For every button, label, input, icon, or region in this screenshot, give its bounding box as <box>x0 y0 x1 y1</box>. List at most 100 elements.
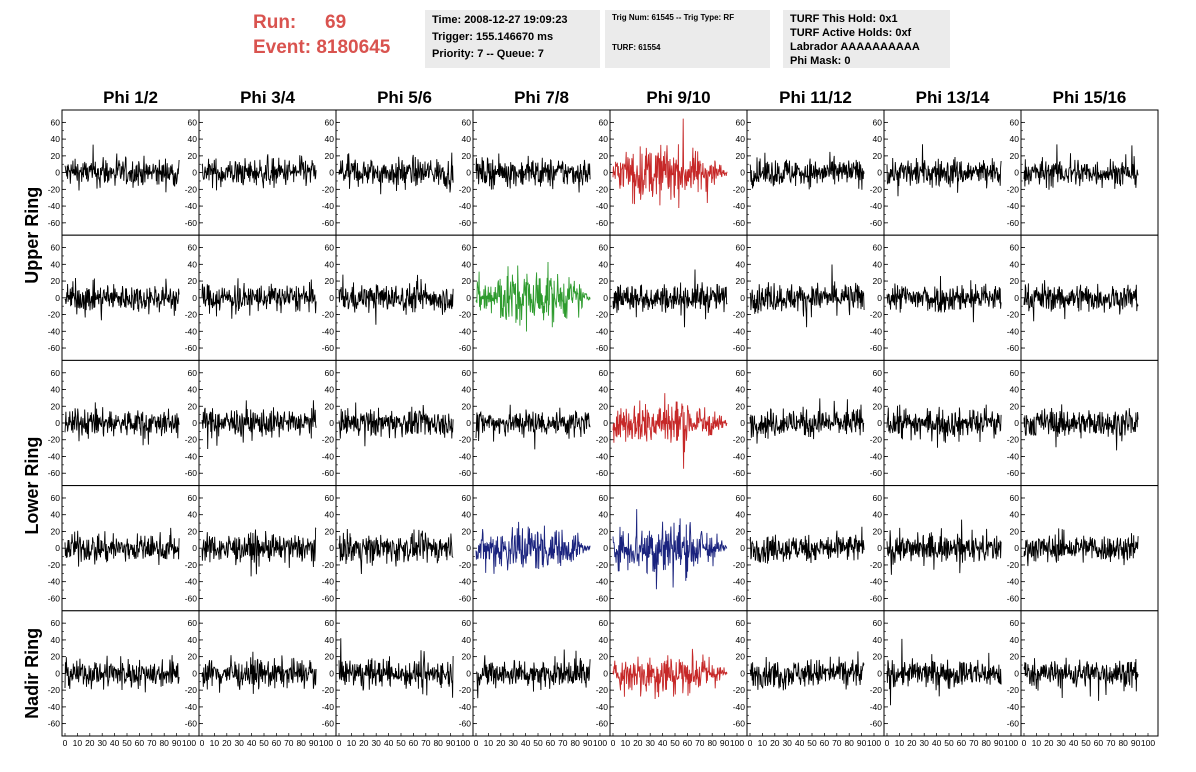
waveform-panel: -60 -40 -20 0 20 40 60 <box>596 610 748 737</box>
y-tick-label: -20 <box>596 184 609 194</box>
x-tick-label: 0 <box>748 738 753 748</box>
waveform-panel: -60 -40 -20 0 20 40 60 <box>870 485 1022 612</box>
waveform-panel: -60 -40 -20 0 20 40 60 <box>1007 109 1159 236</box>
y-tick-label: -20 <box>870 184 883 194</box>
x-tick-label: 20 <box>496 738 506 748</box>
y-tick-label: -20 <box>733 184 746 194</box>
x-tick-label: 90 <box>720 738 730 748</box>
waveform-trace <box>64 655 180 693</box>
y-tick-label: 0 <box>192 168 197 178</box>
y-tick-label: 60 <box>599 368 609 378</box>
y-tick-label: 20 <box>736 276 746 286</box>
x-tick-label: 20 <box>222 738 232 748</box>
y-tick-label: -60 <box>322 468 335 478</box>
x-tick-label: 70 <box>284 738 294 748</box>
x-tick-label: 80 <box>981 738 991 748</box>
y-tick-label: 40 <box>462 635 472 645</box>
row-group-title: Lower Ring <box>22 437 42 535</box>
labrador-text: Labrador AAAAAAAAAA <box>790 41 920 53</box>
run-event-block: Run: 69 Event: 8180645 <box>253 10 390 60</box>
x-tick-label: 60 <box>820 738 830 748</box>
x-tick-label: 70 <box>421 738 431 748</box>
y-tick-label: 0 <box>329 418 334 428</box>
y-tick-label: 60 <box>873 117 883 127</box>
y-tick-label: -20 <box>870 560 883 570</box>
y-tick-label: 0 <box>466 418 471 428</box>
row-group-title: Upper Ring <box>22 187 42 284</box>
waveform-panel: -60 -40 -20 0 20 40 60 <box>596 109 748 236</box>
y-tick-label: 60 <box>1010 117 1020 127</box>
x-tick-label: 40 <box>795 738 805 748</box>
y-tick-label: -40 <box>48 326 61 336</box>
x-tick-label: 100 <box>182 738 196 748</box>
y-tick-label: -60 <box>185 218 198 228</box>
y-tick-label: 40 <box>1010 134 1020 144</box>
y-tick-label: 0 <box>1014 168 1019 178</box>
y-tick-label: 20 <box>736 401 746 411</box>
y-tick-label: -40 <box>48 451 61 461</box>
y-tick-label: 40 <box>736 134 746 144</box>
waveform-trace <box>1023 657 1139 701</box>
y-tick-label: -40 <box>596 577 609 587</box>
x-tick-label: 0 <box>200 738 205 748</box>
waveform-trace <box>749 398 865 444</box>
y-tick-label: 0 <box>603 668 608 678</box>
y-tick-label: 20 <box>51 151 61 161</box>
y-tick-label: -20 <box>185 685 198 695</box>
x-tick-label: 70 <box>832 738 842 748</box>
y-tick-label: 40 <box>1010 259 1020 269</box>
waveform-panel: -60 -40 -20 0 20 40 60 <box>185 359 337 487</box>
x-tick-label: 70 <box>695 738 705 748</box>
y-tick-label: -60 <box>596 218 609 228</box>
y-tick-label: 0 <box>192 418 197 428</box>
x-tick-label: 70 <box>558 738 568 748</box>
y-tick-label: 20 <box>599 276 609 286</box>
x-tick-label: 50 <box>1081 738 1091 748</box>
waveform-trace <box>64 144 180 193</box>
x-tick-label: 30 <box>234 738 244 748</box>
y-tick-label: -20 <box>733 560 746 570</box>
y-tick-label: -20 <box>459 560 472 570</box>
y-tick-label: 40 <box>462 134 472 144</box>
y-tick-label: 60 <box>325 243 335 253</box>
x-tick-label: 80 <box>570 738 580 748</box>
y-tick-label: -60 <box>733 343 746 353</box>
y-tick-label: -40 <box>596 326 609 336</box>
x-tick-label: 100 <box>1141 738 1155 748</box>
y-tick-label: -40 <box>870 326 883 336</box>
waveform-trace <box>1023 528 1139 567</box>
y-tick-label: -20 <box>733 310 746 320</box>
y-tick-label: 0 <box>55 168 60 178</box>
y-tick-label: 40 <box>1010 385 1020 395</box>
y-tick-label: -60 <box>48 593 61 603</box>
waveform-trace <box>64 402 180 446</box>
x-tick-label: 40 <box>658 738 668 748</box>
y-tick-label: 20 <box>51 276 61 286</box>
waveform-trace <box>749 264 865 328</box>
waveform-panel: -60 -40 -20 0 20 40 60 <box>459 109 611 236</box>
x-tick-label: 90 <box>857 738 867 748</box>
waveform-panel: -60 -40 -20 0 20 40 60 <box>870 610 1022 737</box>
y-tick-label: -40 <box>870 451 883 461</box>
y-tick-label: 40 <box>873 635 883 645</box>
y-tick-label: 60 <box>325 493 335 503</box>
y-tick-label: 20 <box>1010 526 1020 536</box>
y-tick-label: -20 <box>733 685 746 695</box>
y-tick-label: 20 <box>325 526 335 536</box>
y-tick-label: 40 <box>51 134 61 144</box>
y-tick-label: -40 <box>1007 451 1020 461</box>
time-text: Time: 2008-12-27 19:09:23 <box>432 14 568 26</box>
y-tick-label: -60 <box>596 468 609 478</box>
x-tick-label: 10 <box>210 738 220 748</box>
y-tick-label: -60 <box>733 468 746 478</box>
y-tick-label: 60 <box>1010 368 1020 378</box>
y-tick-label: 20 <box>873 526 883 536</box>
y-tick-label: -20 <box>1007 560 1020 570</box>
waveform-trace <box>475 153 591 193</box>
panel-frame <box>335 359 474 487</box>
waveform-panel: -60 -40 -20 0 20 40 60 <box>733 109 885 236</box>
x-tick-label: 70 <box>969 738 979 748</box>
y-tick-label: -20 <box>459 184 472 194</box>
y-tick-label: -60 <box>870 468 883 478</box>
y-tick-label: 20 <box>462 276 472 286</box>
